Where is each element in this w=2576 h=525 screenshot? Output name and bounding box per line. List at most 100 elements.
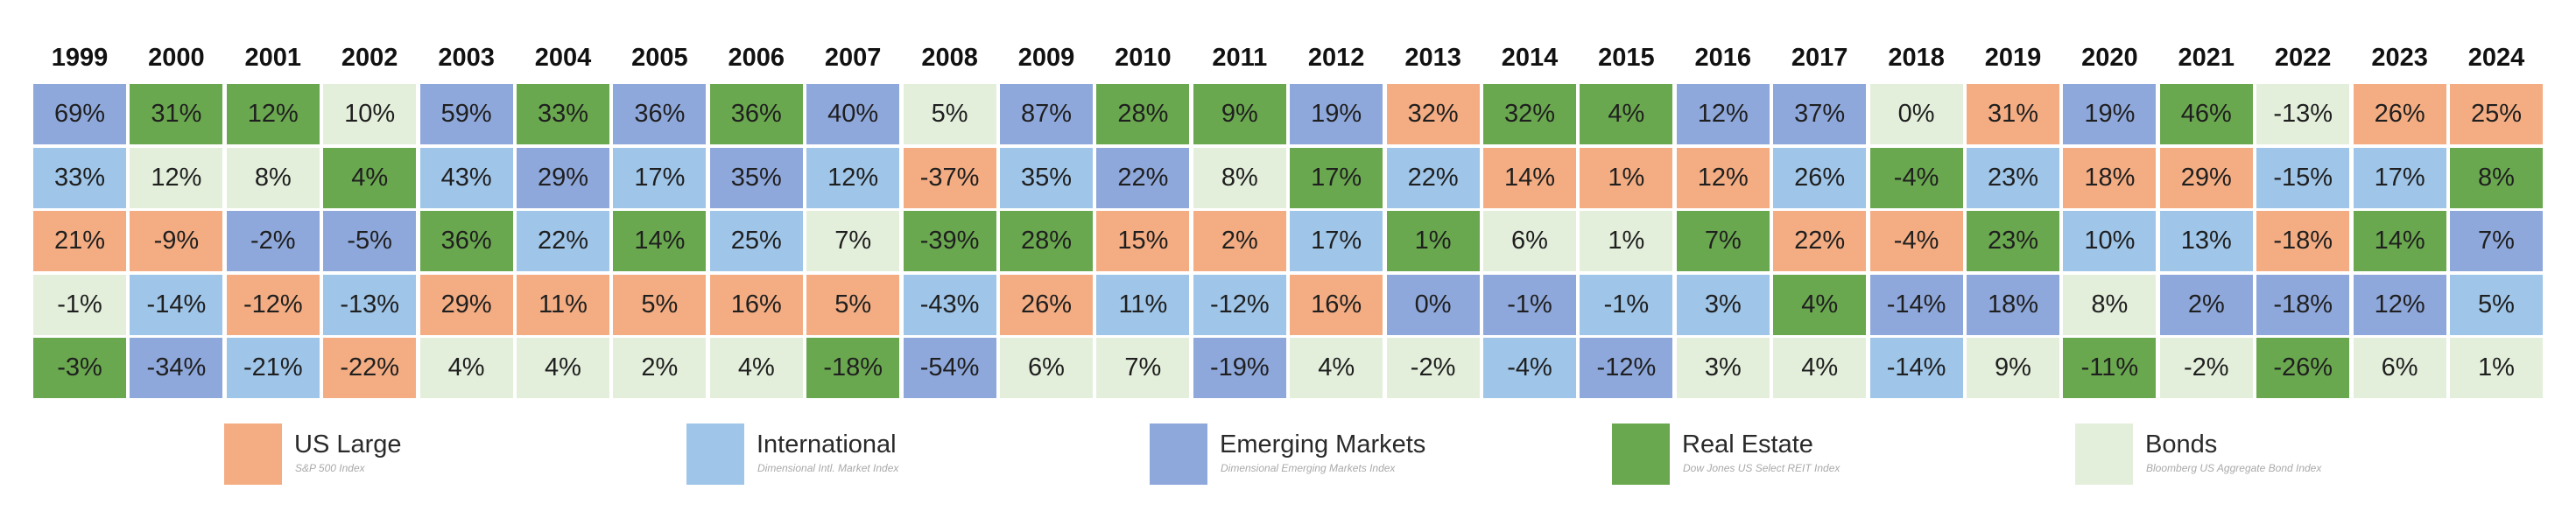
return-cell-us_large: 22% — [1773, 211, 1867, 271]
return-cell-international: 25% — [709, 211, 803, 271]
return-cell-bonds: -2% — [2159, 338, 2253, 398]
return-cell-real_estate: 1% — [1386, 211, 1480, 271]
return-cell-international: 13% — [2159, 211, 2253, 271]
year-header: 2006 — [728, 43, 785, 72]
return-cell-real_estate: -11% — [2063, 338, 2157, 398]
return-cell-international: 22% — [1386, 147, 1480, 208]
return-cell-emerging: -19% — [1193, 338, 1286, 398]
return-cell-real_estate: -18% — [806, 338, 900, 398]
return-cell-us_large: 25% — [2450, 84, 2543, 144]
return-cell-international: 3% — [1676, 274, 1770, 335]
return-cell-international: 17% — [2353, 147, 2446, 208]
return-cell-real_estate: 23% — [1967, 211, 2059, 271]
return-cell-us_large: 11% — [517, 274, 609, 335]
return-cell-us_large: 5% — [613, 274, 707, 335]
return-cell-us_large: -18% — [2256, 211, 2350, 271]
return-cell-emerging: -34% — [130, 338, 223, 398]
return-cell-us_large: 16% — [1290, 274, 1383, 335]
year-header: 2004 — [534, 43, 592, 72]
return-cell-emerging: -5% — [323, 211, 417, 271]
return-cell-bonds: 6% — [2353, 338, 2446, 398]
return-cell-real_estate: 36% — [419, 211, 513, 271]
return-cell-international: -43% — [903, 274, 996, 335]
return-cell-bonds: 8% — [1193, 147, 1286, 208]
year-header: 2019 — [1984, 43, 2042, 72]
return-cell-real_estate: 8% — [2450, 147, 2543, 208]
legend-label: Bonds — [2145, 430, 2218, 458]
legend-swatch — [686, 424, 744, 485]
return-cell-real_estate: 12% — [226, 84, 320, 144]
return-cell-real_estate: 28% — [1000, 211, 1093, 271]
return-cell-emerging: -18% — [2256, 274, 2350, 335]
year-header: 2014 — [1501, 43, 1559, 72]
return-cell-emerging: -1% — [1483, 274, 1576, 335]
return-cell-international: 17% — [1290, 211, 1383, 271]
return-cell-real_estate: 28% — [1096, 84, 1190, 144]
year-header: 2017 — [1791, 43, 1848, 72]
return-cell-us_large: 31% — [1967, 84, 2059, 144]
return-cell-international: 23% — [1967, 147, 2059, 208]
return-cell-emerging: 36% — [613, 84, 707, 144]
return-cell-us_large: 12% — [1676, 147, 1770, 208]
return-cell-international: 26% — [1773, 147, 1867, 208]
return-cell-emerging: 87% — [1000, 84, 1093, 144]
return-cell-real_estate: 4% — [1580, 84, 1673, 144]
return-cell-bonds: 8% — [2063, 274, 2157, 335]
year-header: 2016 — [1694, 43, 1752, 72]
return-cell-bonds: 1% — [2450, 338, 2543, 398]
return-cell-international: 10% — [2063, 211, 2157, 271]
return-cell-international: 17% — [613, 147, 707, 208]
return-cell-emerging: 18% — [1967, 274, 2059, 335]
return-cell-real_estate: 17% — [1290, 147, 1383, 208]
return-cell-bonds: 4% — [517, 338, 609, 398]
return-cell-us_large: -9% — [130, 211, 223, 271]
return-cell-bonds: 6% — [1483, 211, 1576, 271]
return-cell-bonds: 9% — [1967, 338, 2059, 398]
return-cell-international: -14% — [1869, 338, 1963, 398]
return-cell-emerging: -2% — [226, 211, 320, 271]
year-header: 2008 — [921, 43, 978, 72]
return-cell-emerging: 29% — [517, 147, 609, 208]
year-header: 2021 — [2178, 43, 2235, 72]
return-cell-us_large: -22% — [323, 338, 417, 398]
return-cell-bonds: 1% — [1580, 211, 1673, 271]
return-cell-international: -12% — [1193, 274, 1286, 335]
legend-index-name: Dimensional Emerging Markets Index — [1221, 462, 1396, 474]
return-cell-international: 11% — [1096, 274, 1190, 335]
return-cell-real_estate: 14% — [613, 211, 707, 271]
return-cell-real_estate: -4% — [1869, 147, 1963, 208]
return-cell-real_estate: 31% — [130, 84, 223, 144]
year-header: 2009 — [1017, 43, 1075, 72]
year-header: 2003 — [438, 43, 495, 72]
legend-label: US Large — [294, 430, 402, 458]
return-cell-bonds: 4% — [1290, 338, 1383, 398]
return-cell-bonds: 7% — [1096, 338, 1190, 398]
legend-swatch — [2075, 424, 2133, 485]
return-cell-us_large: 2% — [1193, 211, 1286, 271]
return-cell-us_large: 32% — [1386, 84, 1480, 144]
legend-label: International — [757, 430, 897, 458]
return-cell-emerging: 40% — [806, 84, 900, 144]
return-cell-real_estate: -39% — [903, 211, 996, 271]
return-cell-real_estate: 36% — [709, 84, 803, 144]
return-cell-bonds: 7% — [806, 211, 900, 271]
return-cell-bonds: 4% — [1773, 338, 1867, 398]
return-cell-us_large: 18% — [2063, 147, 2157, 208]
return-cell-bonds: -13% — [2256, 84, 2350, 144]
return-cell-international: -21% — [226, 338, 320, 398]
return-cell-bonds: 8% — [226, 147, 320, 208]
year-header: 2015 — [1598, 43, 1655, 72]
year-header: 2020 — [2081, 43, 2138, 72]
year-header: 2005 — [631, 43, 688, 72]
legend-label: Real Estate — [1682, 430, 1813, 458]
year-header: 2018 — [1888, 43, 1945, 72]
year-header: 2013 — [1404, 43, 1461, 72]
return-cell-real_estate: 14% — [2353, 211, 2446, 271]
return-cell-us_large: 26% — [2353, 84, 2446, 144]
return-cell-real_estate: 4% — [1773, 274, 1867, 335]
return-cell-us_large: -12% — [226, 274, 320, 335]
return-cell-emerging: -14% — [1869, 274, 1963, 335]
return-cell-bonds: 5% — [903, 84, 996, 144]
return-cell-international: -1% — [1580, 274, 1673, 335]
